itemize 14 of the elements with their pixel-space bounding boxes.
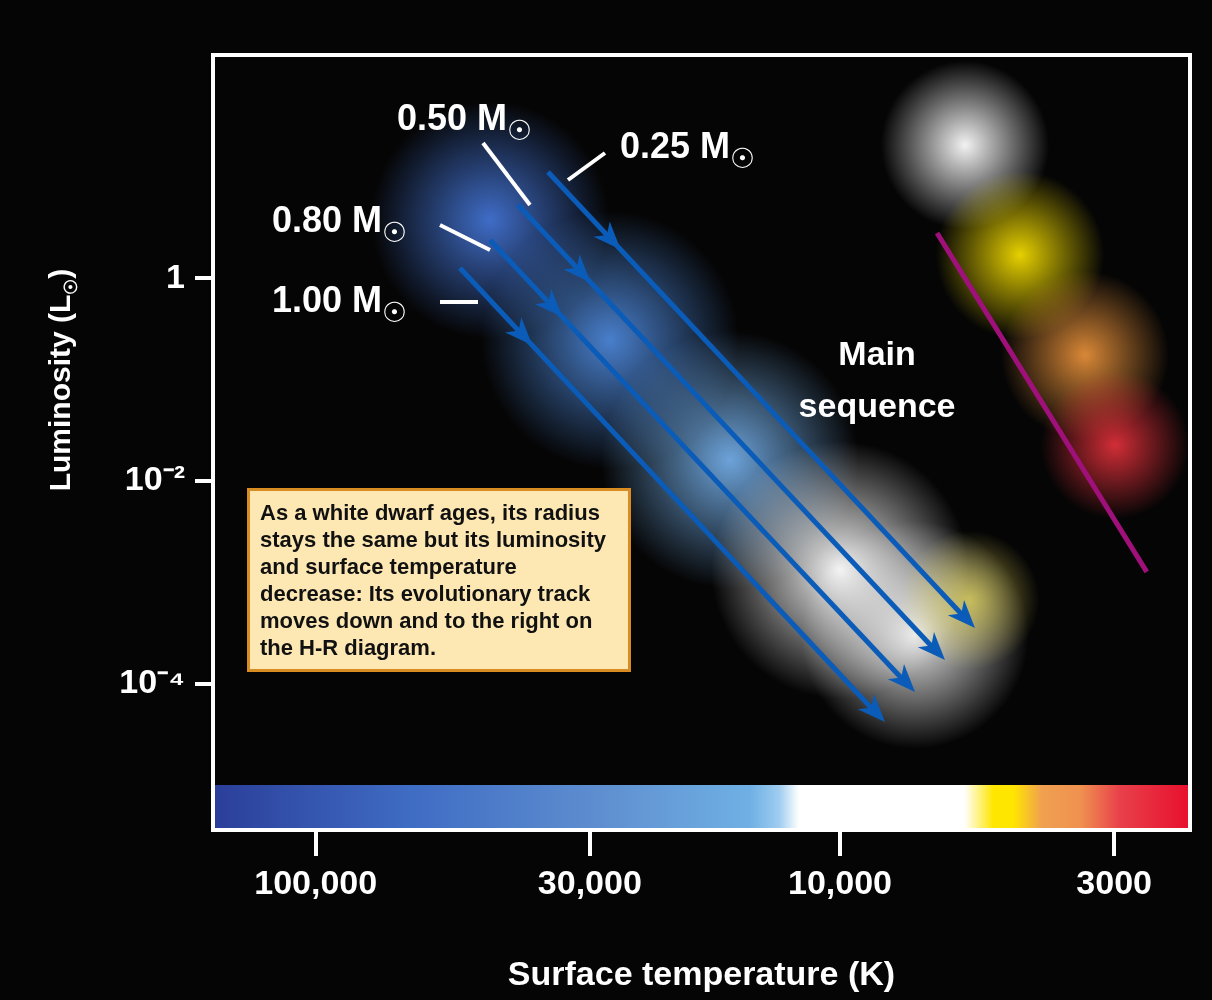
x-tick-label: 100,000 bbox=[254, 862, 378, 901]
y-tick-label: 10⁻² bbox=[124, 459, 185, 498]
annotation: 1.00 M☉ bbox=[272, 279, 408, 329]
y-tick-label: 1 bbox=[166, 256, 185, 295]
series-label: Main sequence bbox=[798, 334, 956, 425]
y-tick-label: 10⁻⁴ bbox=[119, 662, 185, 701]
annotation: 0.80 M☉ bbox=[272, 199, 408, 249]
annotation: As a white dwarf ages, its radius stays the same but its luminosity and surface temperature decrease: Its evolutionary track moves down and to the right on the H-R diagram. bbox=[247, 488, 631, 672]
x-tick-label: 10,000 bbox=[788, 862, 892, 901]
annotation: 0.25 M☉ bbox=[620, 125, 756, 175]
x-tick-label: 3000 bbox=[1076, 862, 1152, 901]
x-tick-label: 30,000 bbox=[537, 862, 642, 901]
annotation: 0.50 M☉ bbox=[397, 97, 533, 147]
x-axis-title: Surface temperature (K) bbox=[507, 953, 896, 992]
